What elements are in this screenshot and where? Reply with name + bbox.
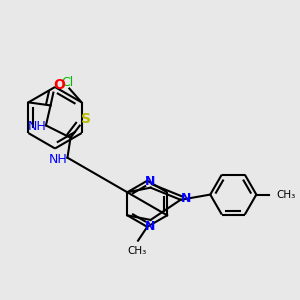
Text: O: O bbox=[53, 79, 65, 92]
Text: Cl: Cl bbox=[62, 76, 74, 89]
Text: N: N bbox=[145, 175, 155, 188]
Text: CH₃: CH₃ bbox=[128, 246, 147, 256]
Text: NH: NH bbox=[28, 120, 47, 134]
Text: N: N bbox=[145, 220, 155, 232]
Text: S: S bbox=[81, 112, 91, 126]
Text: N: N bbox=[181, 192, 191, 205]
Text: CH₃: CH₃ bbox=[276, 190, 296, 200]
Text: NH: NH bbox=[49, 153, 68, 166]
